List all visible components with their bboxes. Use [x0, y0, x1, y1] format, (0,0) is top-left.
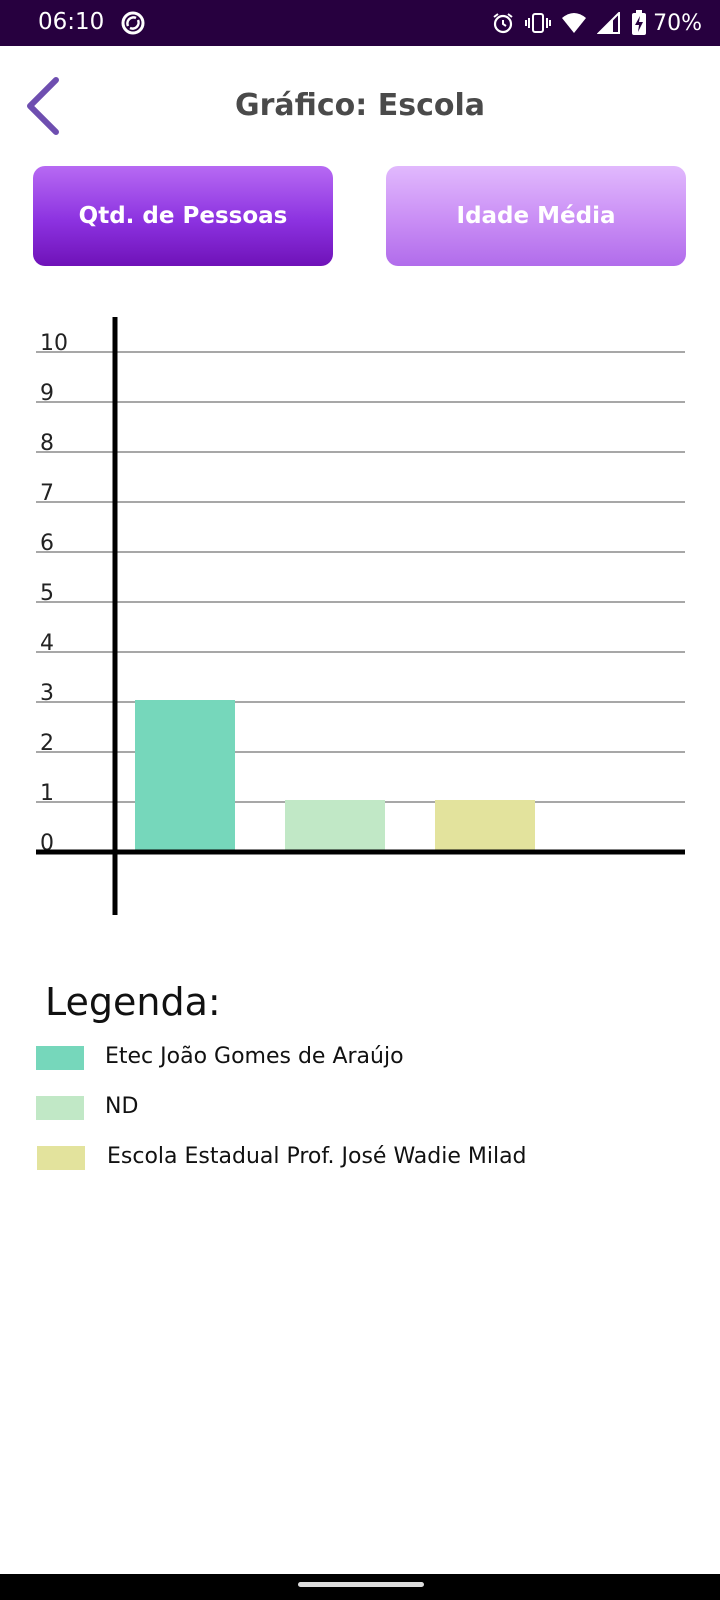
legend-item: Etec João Gomes de Araújo: [0, 1040, 720, 1080]
chevron-left-icon: [27, 77, 59, 135]
bar: [285, 800, 385, 850]
y-tick-label: 7: [40, 481, 54, 506]
y-tick-label: 8: [40, 431, 54, 456]
status-bar: 06:10: [0, 0, 720, 46]
legend-label: ND: [105, 1094, 139, 1119]
bar: [435, 800, 535, 850]
legend-label: Etec João Gomes de Araújo: [105, 1044, 404, 1069]
y-tick-label: 9: [40, 381, 54, 406]
legend-title: Legenda:: [45, 980, 221, 1024]
tab-qtd-pessoas[interactable]: Qtd. de Pessoas: [33, 166, 333, 266]
vibrate-icon: [525, 11, 552, 35]
home-handle[interactable]: [298, 1582, 424, 1587]
battery-charging-icon: [631, 10, 647, 36]
battery-percent: 70%: [653, 10, 702, 36]
back-button[interactable]: [20, 74, 64, 138]
page-title: Gráfico: Escola: [234, 88, 485, 123]
legend-swatch: [36, 1096, 84, 1120]
wifi-icon: [561, 12, 587, 34]
legend-swatch: [37, 1146, 85, 1170]
status-time: 06:10: [38, 9, 105, 35]
signal-icon: [597, 12, 621, 34]
app-bar: Gráfico: Escola: [0, 46, 720, 156]
legend-item: ND: [0, 1090, 720, 1130]
navigation-bar: [0, 1574, 720, 1600]
sync-icon: [120, 10, 146, 36]
alarm-icon: [491, 11, 515, 35]
y-tick-label: 3: [40, 681, 54, 706]
bar: [135, 700, 235, 850]
y-tick-label: 1: [40, 781, 54, 806]
y-tick-label: 6: [40, 531, 54, 556]
y-tick-label: 2: [40, 731, 54, 756]
legend-label: Escola Estadual Prof. José Wadie Milad: [107, 1144, 527, 1169]
legend-swatch: [36, 1046, 84, 1070]
tab-idade-media[interactable]: Idade Média: [386, 166, 686, 266]
legend-item: Escola Estadual Prof. José Wadie Milad: [0, 1140, 720, 1180]
y-tick-label: 4: [40, 631, 54, 656]
y-tick-label: 5: [40, 581, 54, 606]
y-tick-label: 10: [40, 331, 68, 356]
